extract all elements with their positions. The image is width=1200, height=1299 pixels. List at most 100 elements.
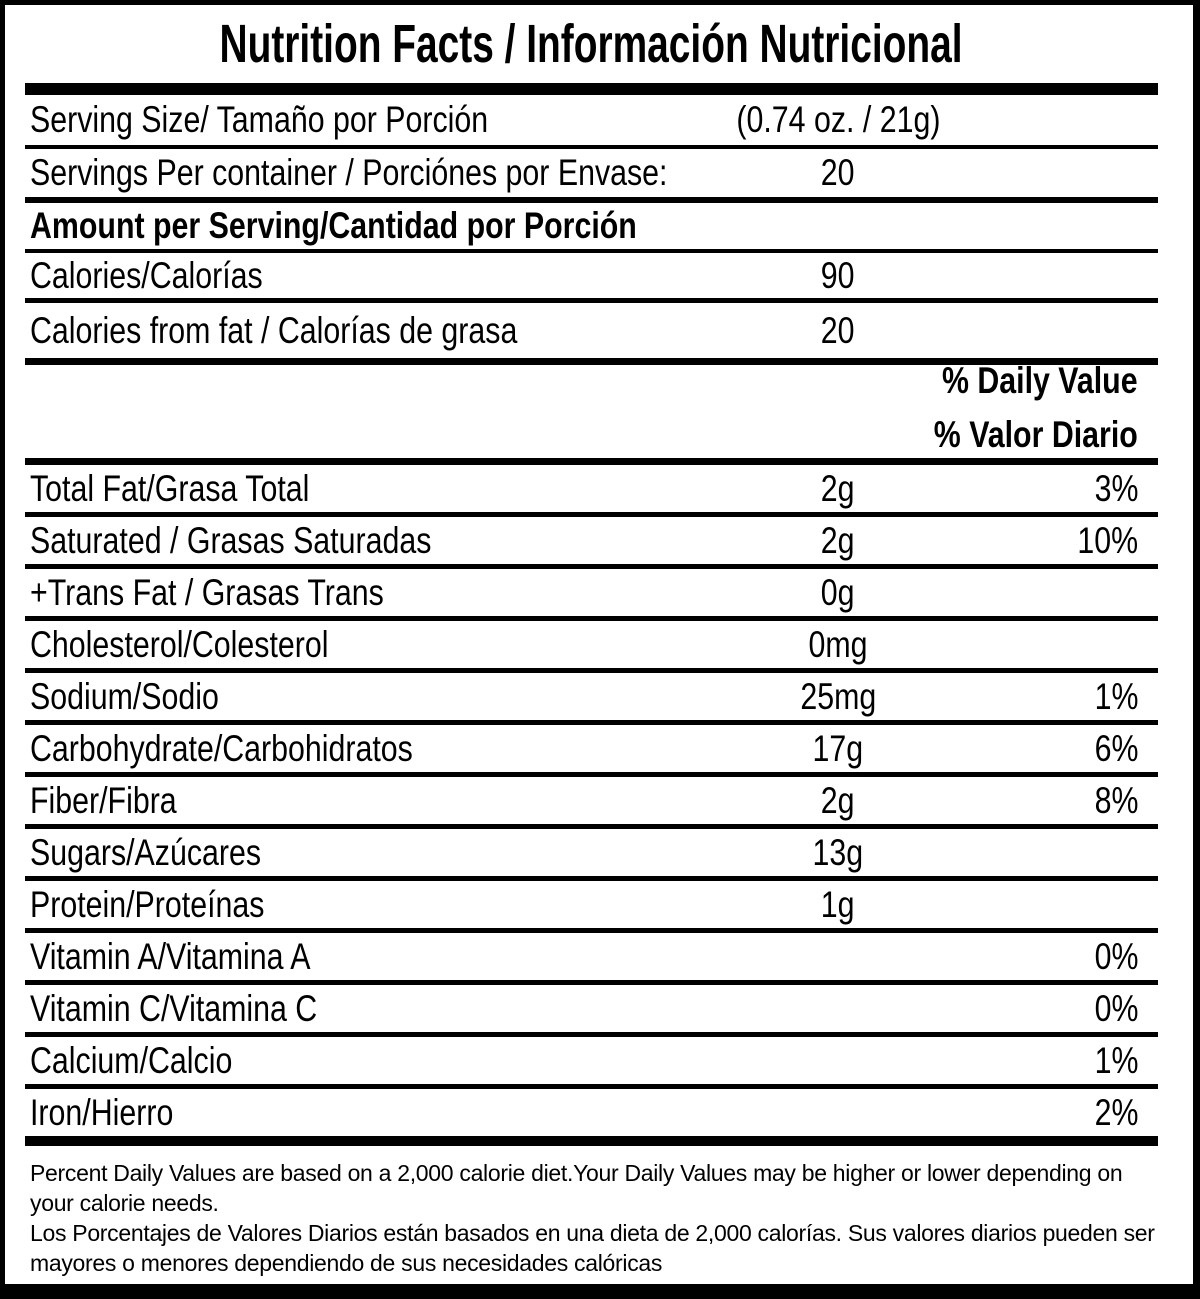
nutrient-label: +Trans Fat / Grasas Trans [30,571,384,613]
nutrient-label-cell: Sodium/Sodio [25,676,688,718]
nutrient-amount: 2g [821,519,855,561]
serving-size-label: Serving Size/ Tamaño por Porción [30,99,489,140]
nutrient-amount-cell: 25mg [688,676,988,718]
nutrient-row: Fiber/Fibra 2g 8% [25,777,1158,829]
label-title-block: Nutrition Facts / Información Nutriciona… [25,5,1158,83]
nutrient-label: Sodium/Sodio [30,675,219,717]
nutrient-dv: 1% [1094,1039,1138,1081]
title-divider-bar [25,83,1158,95]
nutrient-label: Sugars/Azúcares [30,831,262,873]
nutrient-amount-cell: 2g [688,780,988,822]
nutrient-row: +Trans Fat / Grasas Trans 0g [25,569,1158,621]
nutrient-amount: 1g [821,883,855,925]
serving-size-row: Serving Size/ Tamaño por Porción (0.74 o… [25,95,1158,149]
nutrient-amount-cell: 1g [688,884,988,926]
nutrient-amount-cell: 2g [688,468,988,510]
calories-label-cell: Calories/Calorías [25,255,688,297]
nutrient-dv: 10% [1077,519,1138,561]
servings-value: 20 [821,152,855,193]
nutrient-label: Total Fat/Grasa Total [30,467,310,509]
amount-per-serving-row: Amount per Serving/Cantidad por Porción [25,203,1158,253]
nutrient-label: Carbohydrate/Carbohidratos [30,727,413,769]
nutrient-amount-cell [688,1104,988,1122]
calories-from-fat-label: Calories from fat / Calorías de grasa [30,309,518,351]
nutrient-dv-cell: 10% [988,520,1158,562]
nutrient-row: Total Fat/Grasa Total 2g 3% [25,465,1158,517]
nutrient-label-cell: Protein/Proteínas [25,884,688,926]
amount-per-serving-cell: Amount per Serving/Cantidad por Porción [25,205,1158,247]
nutrient-label: Vitamin A/Vitamina A [30,935,311,977]
nutrient-label: Protein/Proteínas [30,883,265,925]
nutrient-dv-cell: 0% [988,988,1158,1030]
daily-value-heading-es: % Valor Diario [933,413,1138,455]
nutrient-label-cell: Sugars/Azúcares [25,832,688,874]
calories-from-fat-row: Calories from fat / Calorías de grasa 20 [25,303,1158,365]
nutrient-amount: 2g [821,467,855,509]
footnote-en: Percent Daily Values are based on a 2,00… [30,1160,1123,1216]
nutrient-amount: 13g [812,831,864,873]
nutrient-amount-cell: 0g [688,572,988,614]
nutrient-dv: 2% [1094,1091,1138,1133]
nutrient-row: Vitamin C/Vitamina C 0% [25,985,1158,1037]
nutrient-row: Saturated / Grasas Saturadas 2g 10% [25,517,1158,569]
calories-from-fat-value: 20 [821,309,855,351]
nutrient-row: Iron/Hierro 2% [25,1089,1158,1146]
nutrient-label-cell: Iron/Hierro [25,1092,688,1134]
nutrient-label: Vitamin C/Vitamina C [30,987,318,1029]
nutrient-dv: 3% [1094,467,1138,509]
nutrient-amount-cell: 13g [688,832,988,874]
calories-from-fat-value-cell: 20 [688,310,988,352]
nutrient-row: Sodium/Sodio 25mg 1% [25,673,1158,725]
nutrient-dv-cell: 1% [988,1040,1158,1082]
servings-label: Servings Per container / Porciónes por E… [30,152,668,193]
nutrient-label-cell: +Trans Fat / Grasas Trans [25,572,688,614]
nutrient-label-cell: Vitamin A/Vitamina A [25,936,688,978]
daily-value-heading-block: % Daily Value % Valor Diario [25,360,1158,466]
label-title: Nutrition Facts / Información Nutriciona… [219,14,964,74]
nutrient-label: Calcium/Calcio [30,1039,233,1081]
calories-from-fat-label-cell: Calories from fat / Calorías de grasa [25,310,688,352]
nutrient-amount-cell: 17g [688,728,988,770]
serving-size-value-cell: (0.74 oz. / 21g) [688,99,988,141]
footnote-block: Percent Daily Values are based on a 2,00… [25,1146,1158,1284]
nutrient-dv-cell: 0% [988,936,1158,978]
nutrient-label-cell: Vitamin C/Vitamina C [25,988,688,1030]
nutrient-label-cell: Carbohydrate/Carbohidratos [25,728,688,770]
nutrient-dv: 0% [1094,935,1138,977]
nutrient-row: Carbohydrate/Carbohidratos 17g 6% [25,725,1158,777]
nutrient-dv-cell: 6% [988,728,1158,770]
nutrient-row: Sugars/Azúcares 13g [25,829,1158,881]
nutrient-label: Iron/Hierro [30,1091,174,1133]
nutrient-row: Cholesterol/Colesterol 0mg [25,621,1158,673]
nutrient-label-cell: Fiber/Fibra [25,780,688,822]
nutrient-amount-cell: 0mg [688,624,988,666]
servings-per-container-row: Servings Per container / Porciónes por E… [25,149,1158,203]
nutrient-dv-cell: 8% [988,780,1158,822]
calories-row: Calories/Calorías 90 [25,253,1158,303]
nutrient-table: Total Fat/Grasa Total 2g 3% Saturated / … [25,465,1158,1146]
nutrient-dv-cell [988,584,1158,602]
nutrient-amount-cell [688,1052,988,1070]
nutrient-label-cell: Cholesterol/Colesterol [25,624,688,666]
daily-value-heading-en-line: % Daily Value [25,358,1138,412]
serving-size-value: (0.74 oz. / 21g) [735,99,941,140]
nutrient-dv-cell: 1% [988,676,1158,718]
nutrient-dv-cell: 2% [988,1092,1158,1134]
daily-value-heading-es-line: % Valor Diario [25,412,1138,466]
nutrient-label-cell: Saturated / Grasas Saturadas [25,520,688,562]
nutrient-amount: 17g [812,727,864,769]
nutrient-label: Fiber/Fibra [30,779,177,821]
nutrient-dv: 1% [1094,675,1138,717]
nutrient-dv-cell: 3% [988,468,1158,510]
nutrient-label: Saturated / Grasas Saturadas [30,519,432,561]
amount-per-serving-heading: Amount per Serving/Cantidad por Porción [30,205,637,246]
nutrient-amount-cell [688,1000,988,1018]
servings-label-cell: Servings Per container / Porciónes por E… [25,152,688,194]
serving-size-label-cell: Serving Size/ Tamaño por Porción [25,99,688,141]
nutrient-label-cell: Total Fat/Grasa Total [25,468,688,510]
calories-label: Calories/Calorías [30,254,263,296]
nutrient-amount: 0mg [808,623,868,665]
nutrient-label-cell: Calcium/Calcio [25,1040,688,1082]
label-content: Nutrition Facts / Información Nutriciona… [5,5,1193,1284]
